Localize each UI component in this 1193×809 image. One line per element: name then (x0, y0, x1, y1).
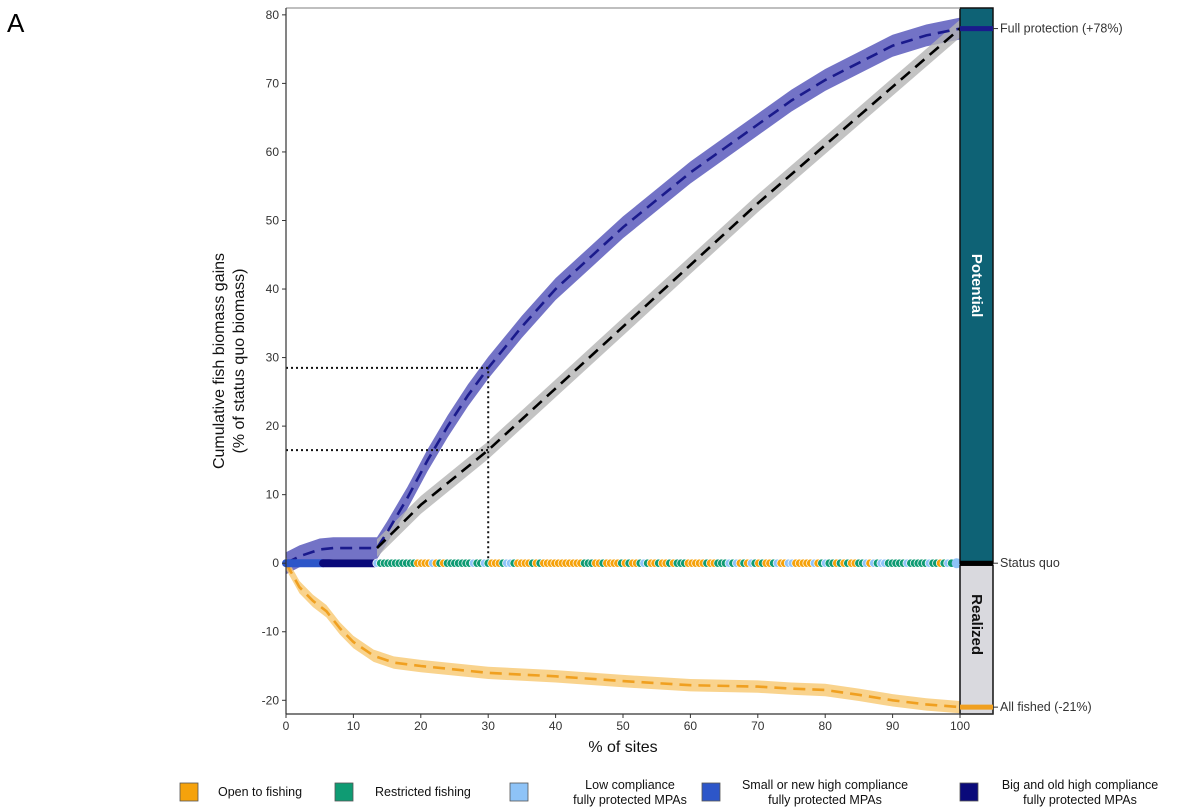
legend-label-open: Open to fishing (218, 785, 302, 799)
x-tick-label: 80 (819, 719, 833, 733)
legend-label-small_new: Small or new high compliance (742, 778, 908, 792)
y-tick-label: -10 (262, 625, 280, 639)
x-tick-label: 40 (549, 719, 563, 733)
y-tick-label: 70 (266, 76, 280, 90)
side-marker-label: Status quo (1000, 556, 1060, 570)
side-marker-label: All fished (-21%) (1000, 700, 1092, 714)
x-tick-label: 100 (950, 719, 970, 733)
series-band-orange (286, 557, 960, 714)
series-line-purple (285, 27, 961, 565)
x-tick-label: 10 (347, 719, 361, 733)
x-tick-label: 0 (283, 719, 290, 733)
y-tick-label: 60 (266, 145, 280, 159)
y-tick-label: 10 (266, 488, 280, 502)
legend-swatch-low (509, 782, 529, 802)
legend-label-restricted: Restricted fishing (375, 785, 471, 799)
x-axis-title: % of sites (588, 739, 657, 756)
legend-label-low: Low compliance (585, 778, 675, 792)
legend-swatch-open (179, 782, 199, 802)
site-point (951, 558, 962, 569)
panel-label: A (7, 8, 25, 38)
y-tick-label: 20 (266, 419, 280, 433)
side-marker-label: Full protection (+78%) (1000, 22, 1123, 36)
y-tick-label: -20 (262, 693, 280, 707)
legend-label-big_old-line2: fully protected MPAs (1023, 793, 1137, 807)
potential-band (959, 7, 994, 564)
y-tick-label: 50 (266, 213, 280, 227)
series-band-purple (286, 17, 960, 575)
y-axis-title-line2: (% of status quo biomass) (231, 269, 248, 454)
legend-label-big_old: Big and old high compliance (1002, 778, 1158, 792)
legend-swatch-small_new (701, 782, 721, 802)
realized-band (959, 564, 994, 715)
y-axis-title-line1: Cumulative fish biomass gains (211, 253, 228, 469)
potential-label: Potential (968, 254, 985, 317)
legend-swatch-restricted (334, 782, 354, 802)
x-tick-label: 60 (684, 719, 698, 733)
x-tick-label: 70 (751, 719, 765, 733)
series-band-gray (377, 19, 960, 557)
x-tick-label: 30 (482, 719, 496, 733)
y-tick-label: 0 (272, 556, 279, 570)
x-tick-label: 20 (414, 719, 428, 733)
series-line-gray (376, 27, 961, 550)
y-tick-label: 80 (266, 8, 280, 22)
legend-swatch-big_old (959, 782, 979, 802)
y-tick-label: 40 (266, 282, 280, 296)
x-tick-label: 50 (616, 719, 630, 733)
x-tick-label: 90 (886, 719, 900, 733)
series-line-orange (284, 562, 961, 709)
legend-label-small_new-line2: fully protected MPAs (768, 793, 882, 807)
realized-label: Realized (968, 594, 985, 655)
legend-label-low-line2: fully protected MPAs (573, 793, 687, 807)
y-tick-label: 30 (266, 351, 280, 365)
